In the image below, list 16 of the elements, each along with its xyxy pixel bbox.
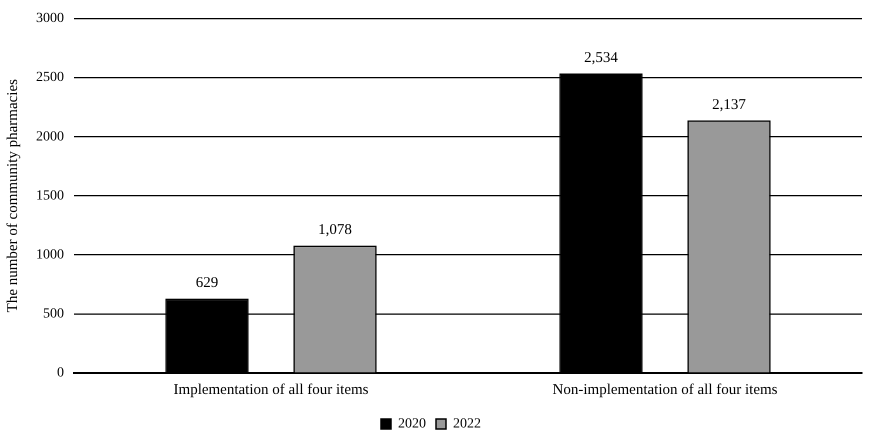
y-tick-label: 0 bbox=[57, 366, 64, 381]
y-tick-label: 1500 bbox=[36, 188, 64, 204]
data-label: 2,534 bbox=[584, 50, 618, 66]
legend-label: 2022 bbox=[453, 416, 481, 432]
data-label: 629 bbox=[196, 275, 218, 292]
y-axis-title: The number of community pharmacies bbox=[4, 78, 21, 312]
data-label: 1,078 bbox=[318, 222, 352, 238]
y-tick-label: 2500 bbox=[36, 70, 64, 86]
y-tick-label: 3000 bbox=[36, 11, 64, 26]
y-tick-label: 500 bbox=[43, 306, 64, 322]
data-label: 2,137 bbox=[712, 96, 746, 113]
y-tick-label: 1000 bbox=[36, 247, 64, 262]
x-tick-label: Non-implementation of all four items bbox=[552, 382, 778, 398]
y-tick-label: 2000 bbox=[36, 129, 64, 144]
x-tick-label: Implementation of all four items bbox=[174, 382, 369, 398]
legend-label: 2020 bbox=[398, 416, 426, 432]
